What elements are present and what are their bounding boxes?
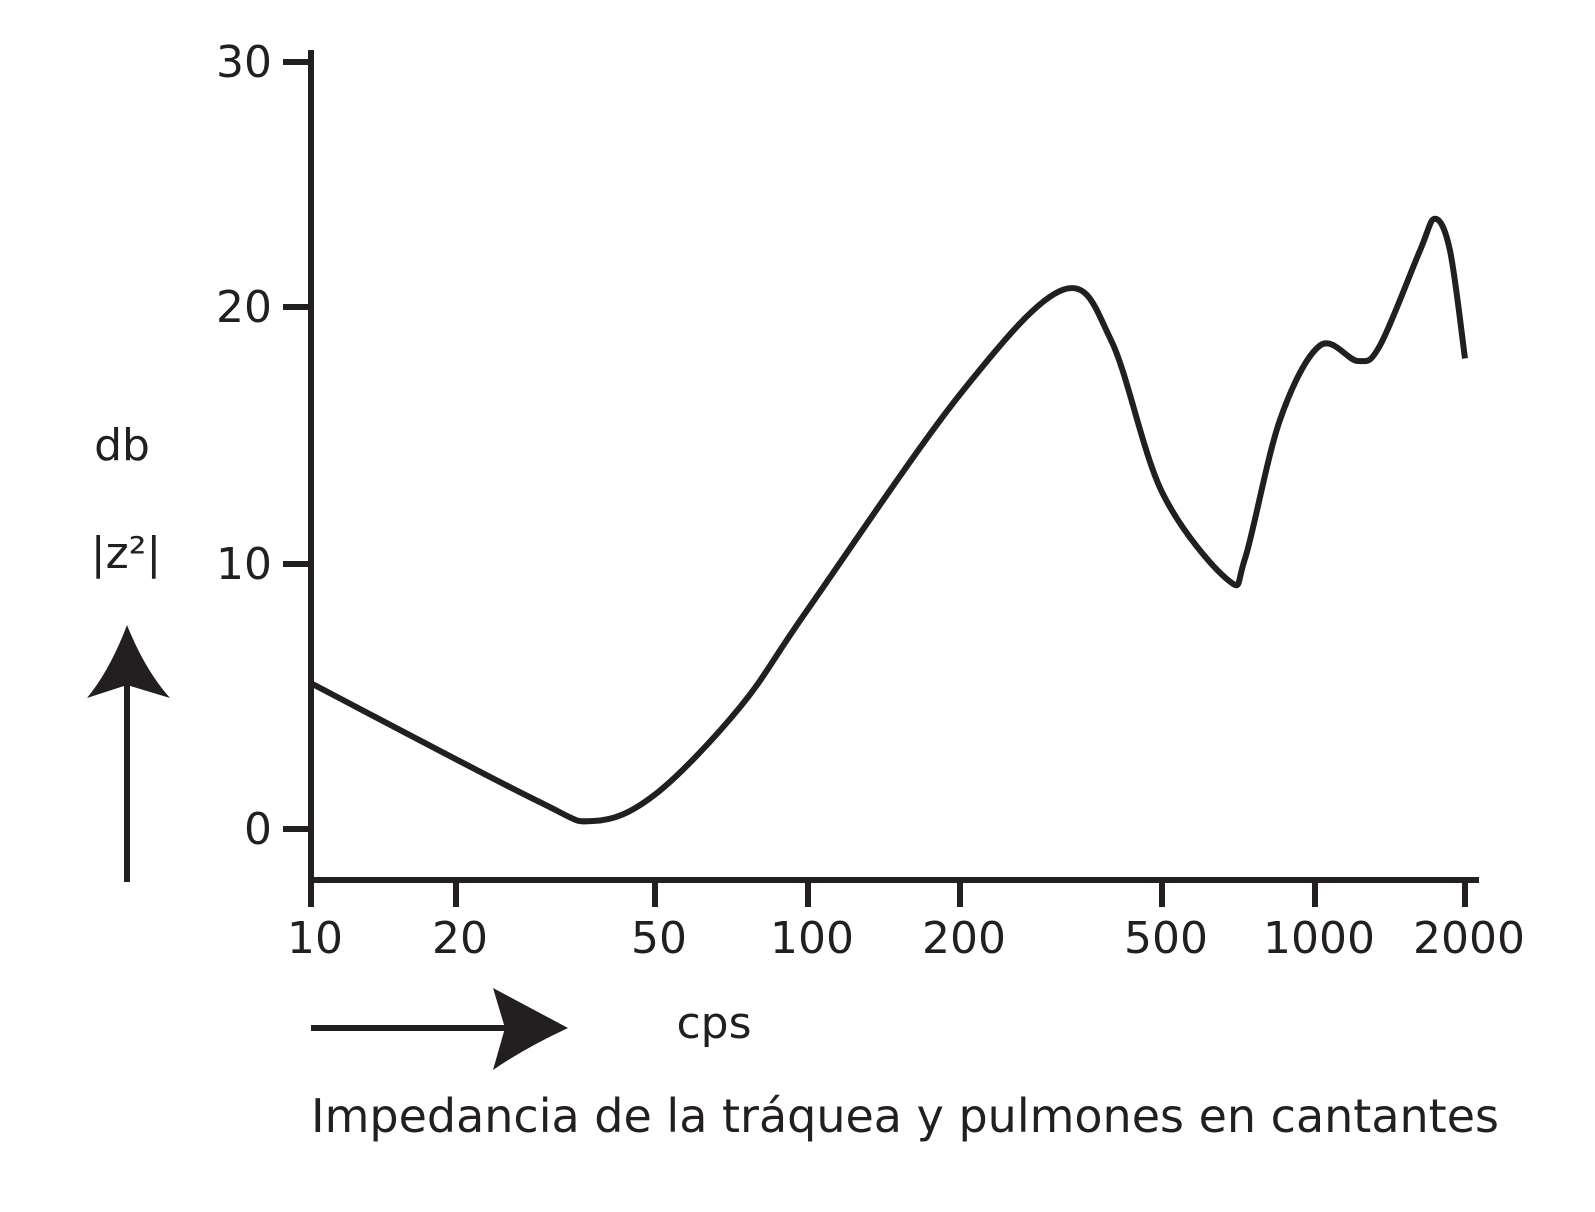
x-tick-label: 100 [770,913,854,964]
x-tick-label: 1000 [1263,913,1375,964]
axes [308,50,1479,883]
x-tick-label: 2000 [1413,913,1525,964]
y-axis-label-db: db [94,420,150,471]
x-tick-label: 10 [287,913,343,964]
x-tick-label: 200 [922,913,1006,964]
impedance-curve [309,215,1468,825]
chart-title: Impedancia de la tráquea y pulmones en c… [311,1089,1499,1143]
y-tick-label: 0 [244,804,272,855]
x-axis-label: cps [676,998,751,1049]
y-tick-label: 10 [216,539,272,590]
y-tick-label: 30 [216,37,272,88]
ticks: 10 20 50 100 200 500 1000 2000 0 10 20 30 [216,37,1525,964]
x-tick-label: 500 [1124,913,1208,964]
x-tick-label: 50 [631,913,687,964]
right-arrow-icon [311,988,568,1070]
y-tick-label: 20 [216,282,272,333]
x-tick-label: 20 [432,913,488,964]
y-axis-label-z: |z²| [91,528,161,579]
up-arrow-icon [87,625,170,882]
